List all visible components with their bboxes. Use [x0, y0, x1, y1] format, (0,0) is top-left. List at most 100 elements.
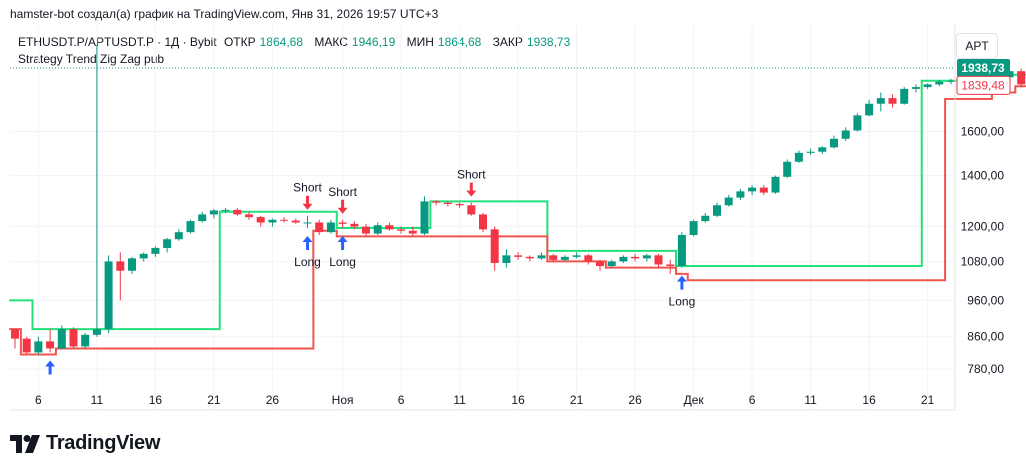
symbol-legend: ETHUSDT.P/APTUSDT.P · 1Д · Bybit ОТКР 186… [18, 35, 578, 49]
time-tick-label: 21 [921, 393, 935, 407]
close-value: 1938,73 [526, 35, 571, 49]
candle-body [830, 138, 838, 148]
candle-body [22, 338, 31, 353]
tradingview-logo[interactable]: TradingView [10, 432, 160, 455]
candle-body [373, 225, 382, 234]
candle-body [853, 115, 862, 131]
candle-body [724, 197, 733, 206]
candle-body [163, 239, 172, 248]
candle-body [209, 210, 218, 215]
candle-body [245, 214, 253, 218]
time-tick-label: 6 [749, 393, 756, 407]
price-tick-label: 1600,00 [961, 124, 1005, 138]
signal-label-short: Short [457, 168, 486, 182]
candle-body [420, 201, 429, 234]
short-arrow-icon [337, 199, 348, 214]
candle-body [654, 255, 663, 265]
price-tick-label: 1080,00 [961, 254, 1005, 268]
long-arrow-icon [45, 360, 56, 375]
time-tick-label: 11 [91, 393, 104, 407]
candle-body [783, 161, 792, 177]
time-tick-label: 6 [35, 393, 42, 407]
candle-body [607, 261, 616, 267]
price-tick-label: 860,00 [967, 330, 1004, 344]
candle-body [467, 205, 476, 215]
candle-body [771, 176, 780, 193]
signal-label-long: Long [329, 255, 356, 269]
candle-body [443, 202, 452, 204]
low-label: МИН [406, 35, 434, 49]
candle-body [69, 329, 78, 347]
time-tick-label: 11 [453, 393, 466, 407]
candle-body [537, 255, 546, 259]
candle-body [596, 261, 604, 267]
candle-body [794, 152, 803, 162]
last-price-label-bg [957, 59, 1010, 77]
tradingview-logo-text: TradingView [46, 432, 161, 454]
indicator-name[interactable]: Strategy Trend Zig Zag pub [18, 52, 165, 66]
candle-body [701, 215, 710, 222]
candle-body [631, 256, 640, 259]
candle-body [479, 214, 487, 230]
candle-body [900, 88, 909, 104]
candle-body [385, 225, 394, 230]
candle-body [268, 219, 277, 223]
scale-currency-button[interactable]: APT [956, 33, 998, 59]
long-arrow-icon [337, 235, 348, 250]
long-arrow-icon [676, 275, 687, 290]
candle-body [841, 130, 850, 139]
candle-body [642, 255, 651, 259]
candle-body [46, 341, 55, 349]
candle-body [408, 230, 417, 234]
candle-body [514, 255, 523, 257]
candle-body [736, 191, 745, 198]
lower-line-price-label: 1839,48 [961, 78, 1005, 92]
candle-body [935, 81, 944, 85]
signal-label-long: Long [294, 255, 321, 269]
candle-body [186, 221, 195, 233]
candle-body [713, 205, 721, 216]
time-tick-label: 11 [804, 393, 817, 407]
candle-body [549, 255, 558, 260]
candle-body [362, 226, 370, 234]
candle-body [221, 209, 230, 211]
time-tick-label: 16 [149, 393, 163, 407]
candle-body [303, 222, 312, 224]
candle-body [280, 219, 289, 221]
candle-body [689, 221, 698, 235]
short-arrow-icon [466, 182, 477, 197]
candle-body [923, 84, 932, 88]
time-tick-label: 26 [266, 393, 280, 407]
signal-label-short: Short [328, 185, 357, 199]
candle-body [116, 261, 125, 271]
price-axis: 780,00 860,00 960,00 1080,00 1200,00 1400,00 1… [961, 124, 1005, 376]
zigzag-lines [9, 73, 1026, 356]
candle-body [291, 220, 300, 223]
chart-header-title: hamster-bot создал(а) график на TradingV… [10, 7, 439, 21]
candle-body [584, 255, 593, 262]
candle-body [490, 229, 499, 263]
price-tick-label: 780,00 [967, 362, 1004, 376]
candles [11, 44, 1026, 355]
price-tick-label: 1400,00 [961, 169, 1005, 183]
time-tick-label: 21 [207, 393, 221, 407]
candle-body [432, 201, 441, 203]
candle-body [865, 103, 874, 116]
candle-body [666, 264, 675, 267]
candle-body [748, 187, 757, 192]
candle-body [128, 258, 136, 271]
symbol-name[interactable]: ETHUSDT.P/APTUSDT.P · 1Д · Bybit [18, 35, 217, 49]
candle-body [397, 229, 406, 231]
time-tick-label: 16 [862, 393, 876, 407]
open-value: 1864,68 [259, 35, 304, 49]
open-label: ОТКР [223, 35, 256, 49]
price-labels: 1938,73 1839,48 [956, 59, 1011, 95]
candle-body [947, 80, 955, 82]
candle-body [233, 209, 242, 215]
candle-body [139, 253, 148, 259]
candle-body [34, 341, 43, 353]
time-tick-label: Дек [684, 393, 705, 407]
candle-body [92, 329, 101, 335]
signal-label-short: Short [293, 181, 322, 195]
